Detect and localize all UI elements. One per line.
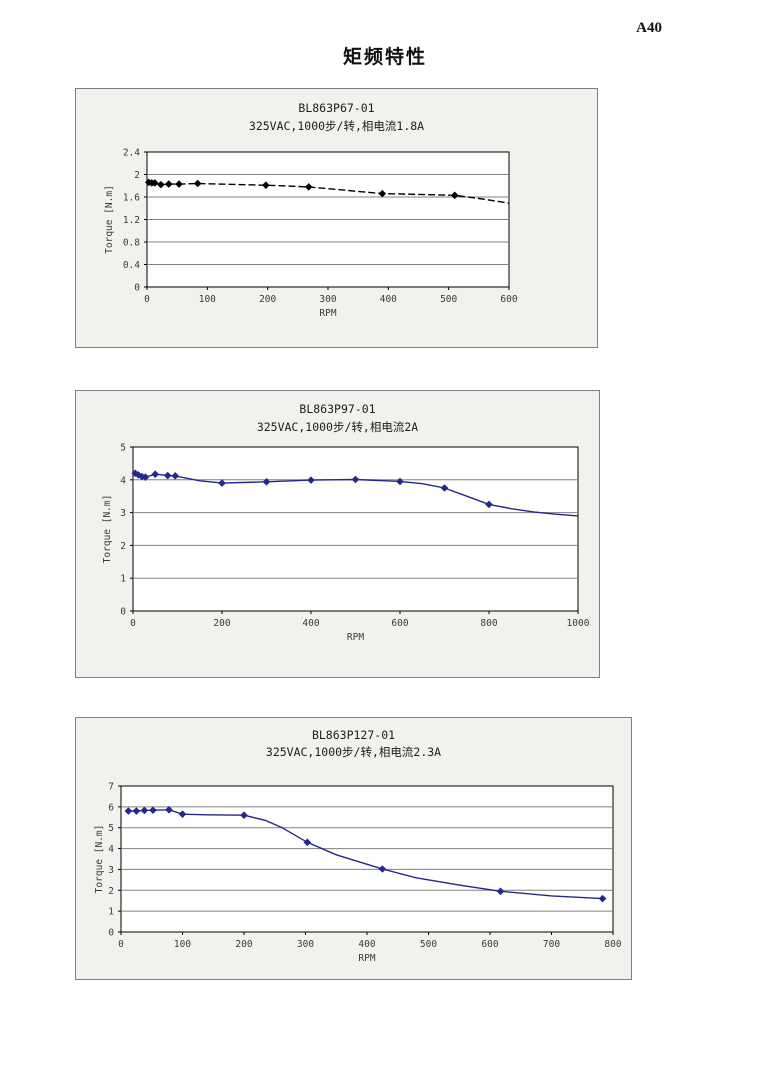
svg-text:0: 0 [130, 618, 136, 629]
svg-text:3: 3 [108, 865, 114, 876]
svg-text:200: 200 [235, 939, 252, 950]
svg-text:100: 100 [199, 294, 216, 305]
svg-text:RPM: RPM [358, 953, 375, 964]
svg-text:500: 500 [440, 294, 457, 305]
torque-rpm-chart: 0 1 2 3 4 5 6 7 0 100 200 300 400 500 600 700 800 RPM Torq… [94, 782, 622, 965]
svg-text:300: 300 [297, 939, 314, 950]
svg-text:0: 0 [144, 294, 150, 305]
svg-text:1.2: 1.2 [123, 215, 140, 226]
chart-panel-bl863p127: BL863P127-01 325VAC,1000步/转,相电流2.3A 0 1 2 3… [75, 717, 632, 980]
svg-text:4: 4 [120, 475, 126, 486]
torque-rpm-chart: 0 1 2 3 4 5 0 200 400 600 800 1000 RPM Torque [N.m] [102, 443, 590, 644]
svg-text:700: 700 [543, 939, 560, 950]
svg-text:5: 5 [108, 823, 114, 834]
svg-text:800: 800 [480, 618, 497, 629]
svg-text:7: 7 [108, 782, 114, 793]
page-title: 矩频特性 [342, 46, 427, 68]
svg-text:400: 400 [380, 294, 397, 305]
svg-text:2: 2 [108, 886, 114, 897]
svg-text:6: 6 [108, 802, 114, 813]
svg-text:1000: 1000 [567, 618, 590, 629]
svg-text:0: 0 [108, 928, 114, 939]
svg-text:0.4: 0.4 [123, 260, 140, 271]
svg-text:2: 2 [134, 170, 140, 181]
chart-title: BL863P97-01 [299, 402, 376, 416]
svg-text:2.4: 2.4 [123, 148, 140, 159]
svg-text:5: 5 [120, 443, 126, 454]
svg-text:200: 200 [259, 294, 276, 305]
svg-text:400: 400 [302, 618, 319, 629]
svg-text:2: 2 [120, 541, 126, 552]
svg-text:3: 3 [120, 508, 126, 519]
chart-subtitle: 325VAC,1000步/转,相电流2A [256, 420, 419, 434]
svg-text:RPM: RPM [347, 632, 364, 643]
svg-text:0: 0 [118, 939, 124, 950]
svg-text:0: 0 [134, 283, 140, 294]
svg-text:Torque [N.m]: Torque [N.m] [94, 825, 105, 894]
chart-panel-bl863p67: BL863P67-01 325VAC,1000步/转,相电流1.8A 0 0.4 0… [75, 88, 598, 348]
chart-subtitle: 325VAC,1000步/转,相电流1.8A [248, 119, 425, 133]
svg-text:0: 0 [120, 607, 126, 618]
svg-text:500: 500 [420, 939, 437, 950]
chart-title: BL863P67-01 [298, 101, 375, 115]
svg-text:RPM: RPM [319, 308, 336, 319]
svg-text:200: 200 [213, 618, 230, 629]
chart-subtitle: 325VAC,1000步/转,相电流2.3A [265, 745, 442, 759]
svg-text:100: 100 [174, 939, 191, 950]
torque-rpm-chart: 0 0.4 0.8 1.2 1.6 2 2.4 0 100 200 300 400 500 600 RPM T… [104, 148, 518, 320]
svg-text:1.6: 1.6 [123, 193, 140, 204]
page-number: A40 [636, 20, 662, 36]
chart-title: BL863P127-01 [311, 728, 396, 742]
svg-text:600: 600 [500, 294, 517, 305]
svg-text:0.8: 0.8 [123, 238, 140, 249]
svg-text:600: 600 [481, 939, 498, 950]
svg-text:Torque [N.m]: Torque [N.m] [104, 185, 115, 254]
svg-text:300: 300 [319, 294, 336, 305]
svg-text:1: 1 [108, 907, 114, 918]
svg-text:600: 600 [391, 618, 408, 629]
svg-text:1: 1 [120, 574, 126, 585]
svg-text:Torque [N.m]: Torque [N.m] [102, 495, 113, 564]
svg-text:800: 800 [604, 939, 621, 950]
svg-text:4: 4 [108, 844, 114, 855]
svg-text:400: 400 [358, 939, 375, 950]
